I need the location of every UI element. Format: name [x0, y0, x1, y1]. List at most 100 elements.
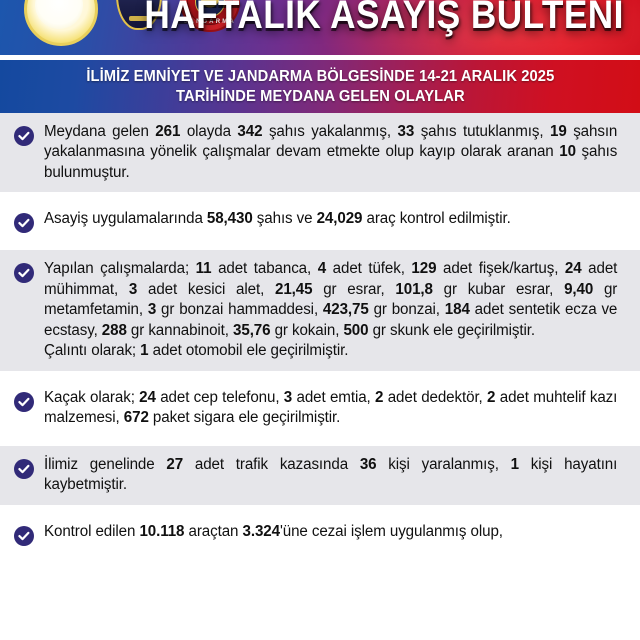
- stat-text: gr skunk ele geçirilmiştir.: [368, 321, 536, 339]
- stat-text: kişi yaralanmış,: [376, 455, 511, 473]
- jandarma-emblem: JANDARMA: [180, 0, 240, 32]
- emblem-group: JANDARMA: [24, 0, 240, 46]
- subtitle-text: İLİMİZ EMNİYET VE JANDARMA BÖLGESİNDE 14…: [76, 67, 563, 107]
- stat-text: adet sentetik ecza ve ecstasy,: [44, 301, 618, 339]
- header-banner: JANDARMA HAFTALIK ASAYIŞ BÜLTENİ: [0, 0, 640, 55]
- stat-value: 9,40: [564, 280, 594, 298]
- check-circle-icon: [14, 458, 34, 479]
- stat-text: adet fişek/kartuş,: [436, 260, 565, 278]
- check-circle-icon: [14, 263, 34, 284]
- stat-value: 4: [317, 260, 327, 278]
- stat-value: 35,76: [233, 321, 271, 339]
- stat-value: 11: [195, 260, 212, 278]
- stat-text: adet dedektör,: [383, 388, 488, 406]
- stat-text: şahıs ve: [252, 210, 317, 228]
- stat-value: 58,430: [206, 210, 253, 228]
- stat-value: 101,8: [395, 280, 433, 298]
- bulletin-item-text: İlimiz genelinde 27 adet trafik kazasınd…: [44, 455, 617, 496]
- stat-text: adet mühimmat,: [44, 260, 618, 298]
- stat-text: 'üne cezai işlem uygulanmış olup,: [279, 522, 503, 540]
- stat-value: 500: [343, 321, 369, 339]
- stat-text: gr esrar,: [312, 280, 396, 298]
- check-circle-icon: [14, 525, 34, 546]
- stat-value: 10: [559, 143, 576, 161]
- list-gap: [0, 437, 640, 446]
- subtitle-line-1: İLİMİZ EMNİYET VE JANDARMA BÖLGESİNDE 14…: [85, 67, 555, 85]
- page-title: HAFTALIK ASAYIŞ BÜLTENİ: [144, 0, 624, 37]
- stat-value: 3: [283, 388, 293, 406]
- stat-value: 3.324: [242, 522, 281, 540]
- stat-value: 3: [128, 280, 138, 298]
- stat-value: 2: [487, 388, 496, 406]
- bulletin-item-trafik-kazasi: İlimiz genelinde 27 adet trafik kazasınd…: [0, 445, 640, 505]
- stat-text: araçtan: [184, 522, 243, 540]
- bulletin-item-text: Asayiş uygulamalarında 58,430 şahıs ve 2…: [44, 209, 617, 229]
- stat-text: gr metamfetamin,: [44, 280, 618, 319]
- stat-value: 33: [397, 123, 415, 140]
- stat-text: şahsın yakalanmasına yönelik çalışmalar …: [44, 123, 618, 161]
- bulletin-item-text: Yapılan çalışmalarda; 11 adet tabanca, 4…: [44, 259, 617, 361]
- stat-value: 672: [123, 409, 149, 427]
- bulletin-item-text: Meydana gelen 261 olayda 342 şahıs yakal…: [44, 122, 617, 183]
- list-gap: [0, 504, 640, 513]
- check-circle-icon: [14, 213, 34, 234]
- stat-text: kişi hayatını kaybetmiştir.: [44, 455, 618, 494]
- stat-text: İlimiz genelinde: [44, 455, 167, 473]
- stat-text: Kaçak olarak;: [44, 388, 140, 406]
- stat-text: gr bonzai,: [368, 301, 445, 319]
- list-gap: [0, 242, 640, 251]
- stat-text: paket sigara ele geçirilmiştir.: [148, 409, 341, 427]
- stat-value: 129: [411, 260, 437, 278]
- bulletin-item-yapilan-calismalar: Yapılan çalışmalarda; 11 adet tabanca, 4…: [0, 250, 640, 371]
- stat-value: 1: [140, 342, 149, 360]
- stat-value: 342: [237, 123, 263, 140]
- stat-text: adet tüfek,: [326, 260, 412, 278]
- stat-value: 2: [375, 388, 384, 406]
- bulletin-item-kontrol-edilen-arac: Kontrol edilen 10.118 araçtan 3.324'üne …: [0, 512, 640, 555]
- stat-text: adet trafik kazasında: [183, 455, 360, 473]
- check-circle-icon: [14, 391, 34, 412]
- stat-value: 19: [550, 123, 567, 140]
- bulletin-item-text: Kontrol edilen 10.118 araçtan 3.324'üne …: [44, 522, 617, 542]
- stat-value: 3: [147, 301, 157, 319]
- banner-separator: [0, 55, 640, 60]
- stat-value: 21,45: [274, 280, 313, 298]
- stat-value: 24: [564, 260, 582, 278]
- stat-text: adet kesici alet,: [137, 280, 275, 298]
- stat-value: 24: [139, 388, 156, 406]
- jandarma-ring-label: JANDARMA: [184, 19, 236, 25]
- stat-text: gr kubar esrar,: [432, 280, 565, 298]
- subtitle-line-2: TARİHİNDE MEYDANA GELEN OLAYLAR: [175, 87, 465, 105]
- stat-value: 36: [359, 455, 377, 473]
- stat-text: Kontrol edilen: [44, 522, 140, 540]
- stat-text: adet tabanca,: [211, 260, 318, 278]
- bulletin-item-text: Kaçak olarak; 24 adet cep telefonu, 3 ad…: [44, 388, 617, 429]
- stat-value: 10.118: [139, 522, 185, 540]
- stat-text: gr kokain,: [270, 321, 344, 339]
- list-gap: [0, 370, 640, 379]
- stat-text: şahıs yakalanmış,: [262, 123, 398, 140]
- stat-text: gr kannabinoit,: [126, 321, 234, 339]
- stat-text: adet muhtelif kazı malzemesi,: [44, 388, 618, 427]
- stat-text: araç kontrol edilmiştir.: [362, 210, 511, 228]
- stat-text: gr bonzai hammaddesi,: [156, 301, 323, 319]
- check-circle-icon: [14, 126, 34, 146]
- bulletin-item-subtext: Çalıntı olarak; 1 adet otomobil ele geçi…: [44, 341, 617, 361]
- stat-text: olayda: [180, 123, 238, 140]
- stat-value: 423,75: [322, 301, 369, 319]
- stat-text: şahıs tutuklanmış,: [414, 123, 551, 140]
- emniyet-emblem: [116, 0, 162, 30]
- stat-text: Asayiş uygulamalarında: [44, 210, 207, 228]
- stat-value: 261: [155, 123, 181, 140]
- bulletin-item-kacak: Kaçak olarak; 24 adet cep telefonu, 3 ad…: [0, 378, 640, 438]
- stat-text: adet otomobil ele geçirilmiştir.: [148, 342, 349, 360]
- bulletin-list: Meydana gelen 261 olayda 342 şahıs yakal…: [0, 113, 640, 555]
- stat-value: 24,029: [316, 210, 363, 228]
- subtitle-band: İLİMİZ EMNİYET VE JANDARMA BÖLGESİNDE 14…: [0, 60, 640, 113]
- valilik-emblem: [24, 0, 98, 46]
- list-gap: [0, 192, 640, 201]
- bulletin-item-olaylar: Meydana gelen 261 olayda 342 şahıs yakal…: [0, 113, 640, 193]
- stat-value: 288: [101, 321, 127, 339]
- stat-value: 184: [444, 301, 470, 319]
